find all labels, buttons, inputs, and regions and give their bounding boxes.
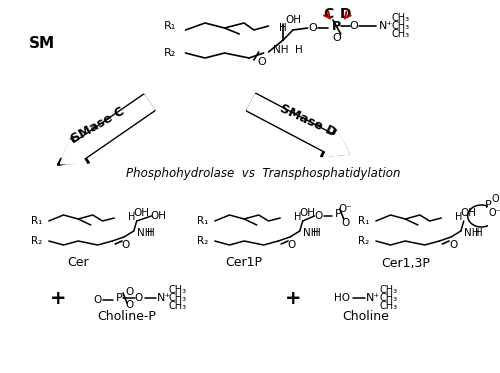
Text: NH: NH bbox=[136, 228, 152, 238]
Text: P: P bbox=[332, 19, 342, 32]
Text: CH₃: CH₃ bbox=[380, 285, 398, 295]
Text: P: P bbox=[485, 200, 492, 210]
Text: NH: NH bbox=[464, 228, 479, 238]
Text: R₁: R₁ bbox=[30, 216, 42, 226]
Text: H: H bbox=[280, 23, 287, 33]
Text: O: O bbox=[349, 21, 358, 31]
FancyArrowPatch shape bbox=[247, 94, 349, 156]
Text: Phosphohydrolase  vs  Transphosphatidylation: Phosphohydrolase vs Transphosphatidylati… bbox=[126, 166, 401, 179]
Text: O⁻: O⁻ bbox=[488, 208, 500, 218]
Text: CH₃: CH₃ bbox=[392, 21, 409, 31]
Text: OH: OH bbox=[300, 208, 316, 218]
Text: +: + bbox=[50, 288, 67, 307]
Text: O: O bbox=[314, 211, 322, 221]
Text: H: H bbox=[455, 212, 462, 222]
Text: CH₃: CH₃ bbox=[168, 293, 187, 303]
Text: O: O bbox=[332, 33, 341, 43]
Text: N⁺: N⁺ bbox=[157, 293, 171, 303]
Text: R₂: R₂ bbox=[196, 236, 208, 246]
FancyArrowPatch shape bbox=[61, 95, 154, 163]
Text: Choline-P: Choline-P bbox=[98, 310, 156, 323]
Text: NH: NH bbox=[302, 228, 318, 238]
Text: CH₃: CH₃ bbox=[168, 285, 187, 295]
Text: Choline: Choline bbox=[342, 310, 390, 323]
Text: NH  H: NH H bbox=[274, 45, 303, 55]
Text: H: H bbox=[294, 212, 302, 222]
Text: H: H bbox=[314, 228, 321, 238]
Text: O: O bbox=[308, 23, 317, 33]
Text: R₁: R₁ bbox=[196, 216, 208, 226]
Text: O: O bbox=[126, 300, 134, 310]
Text: O: O bbox=[94, 295, 102, 305]
Text: OH: OH bbox=[150, 211, 166, 221]
Text: O: O bbox=[258, 57, 266, 67]
Text: R₁: R₁ bbox=[164, 21, 176, 31]
Text: O⁻: O⁻ bbox=[339, 204, 352, 214]
Text: SMase D: SMase D bbox=[278, 102, 338, 140]
Text: H: H bbox=[128, 212, 136, 222]
Text: Cer1P: Cer1P bbox=[226, 257, 262, 270]
Text: Cer: Cer bbox=[68, 257, 89, 270]
Text: Cer1,3P: Cer1,3P bbox=[381, 257, 430, 270]
Text: P: P bbox=[334, 209, 341, 219]
Text: OH: OH bbox=[134, 208, 150, 218]
Text: O: O bbox=[134, 293, 143, 303]
Text: O: O bbox=[288, 240, 296, 250]
Text: O: O bbox=[449, 240, 457, 250]
Text: D: D bbox=[340, 7, 351, 21]
Text: C: C bbox=[323, 7, 333, 21]
Text: O: O bbox=[491, 194, 499, 204]
Text: CH₃: CH₃ bbox=[392, 13, 409, 23]
Text: OH: OH bbox=[285, 15, 301, 25]
Text: O: O bbox=[126, 287, 134, 297]
FancyArrowPatch shape bbox=[248, 95, 349, 156]
Text: OH: OH bbox=[460, 208, 476, 218]
Text: N⁺: N⁺ bbox=[366, 293, 380, 303]
Text: P: P bbox=[116, 293, 122, 303]
Text: H: H bbox=[474, 228, 482, 238]
Text: R₂: R₂ bbox=[164, 48, 176, 58]
Text: O: O bbox=[342, 218, 350, 228]
Text: R₁: R₁ bbox=[358, 216, 369, 226]
FancyArrowPatch shape bbox=[61, 96, 154, 163]
Text: SM: SM bbox=[30, 35, 56, 50]
Text: CH₃: CH₃ bbox=[168, 301, 187, 311]
Text: O: O bbox=[122, 240, 130, 250]
Text: H: H bbox=[148, 228, 155, 238]
Text: CH₃: CH₃ bbox=[392, 29, 409, 39]
Text: CH₃: CH₃ bbox=[380, 301, 398, 311]
Text: R₂: R₂ bbox=[358, 236, 369, 246]
Text: N⁺: N⁺ bbox=[378, 21, 393, 31]
Text: CH₃: CH₃ bbox=[380, 293, 398, 303]
Text: R₂: R₂ bbox=[30, 236, 42, 246]
Text: +: + bbox=[284, 288, 301, 307]
Text: SMase C: SMase C bbox=[68, 104, 126, 145]
Text: HO: HO bbox=[334, 293, 349, 303]
